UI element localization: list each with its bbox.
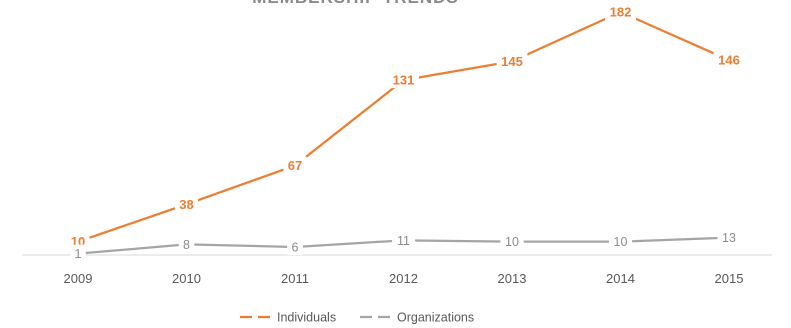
data-label-organizations: 10 [614,235,628,249]
data-label-individuals: 67 [288,158,302,173]
data-label-bg [174,195,199,213]
data-label-organizations: 1 [75,247,82,261]
data-label-bg [500,232,524,250]
x-tick-label: 2015 [715,271,744,286]
data-label-individuals: 146 [718,53,740,68]
x-axis: 2009 2010 2011 2012 2013 2014 2015 [22,254,772,286]
data-label-bg [391,231,416,249]
data-label-bg [608,232,633,250]
data-label-bg [717,228,741,246]
x-tick-label: 2014 [606,271,635,286]
legend: Individuals Organizations [240,311,474,325]
legend-label-individuals: Individuals [277,311,336,325]
data-label-bg [287,237,303,255]
data-label-bg [388,71,419,89]
x-tick-label: 2013 [498,271,527,286]
data-label-bg [283,156,307,174]
chart-title: MEMBERSHIP TRENDS [0,0,711,8]
data-label-individuals: 131 [393,73,415,88]
x-tick-label: 2009 [64,271,93,286]
data-label-bg [70,244,86,262]
data-label-bg [496,52,528,70]
data-label-organizations: 8 [183,238,190,252]
data-label-organizations: 6 [292,240,299,254]
data-label-organizations: 11 [397,234,410,248]
x-tick-label: 2011 [281,271,309,286]
data-label-organizations: 13 [722,231,736,245]
series-lines [76,10,731,255]
data-label-individuals: 182 [610,5,632,20]
x-tick-label: 2012 [389,271,418,286]
data-label-bg [605,3,636,20]
data-label-bg [713,51,745,69]
x-tick-label: 2010 [172,271,201,286]
data-label-bg [178,235,195,253]
data-label-individuals: 38 [179,197,193,212]
legend-label-organizations: Organizations [397,311,474,325]
data-label-individuals: 145 [501,54,523,69]
data-label-organizations: 10 [505,235,519,249]
